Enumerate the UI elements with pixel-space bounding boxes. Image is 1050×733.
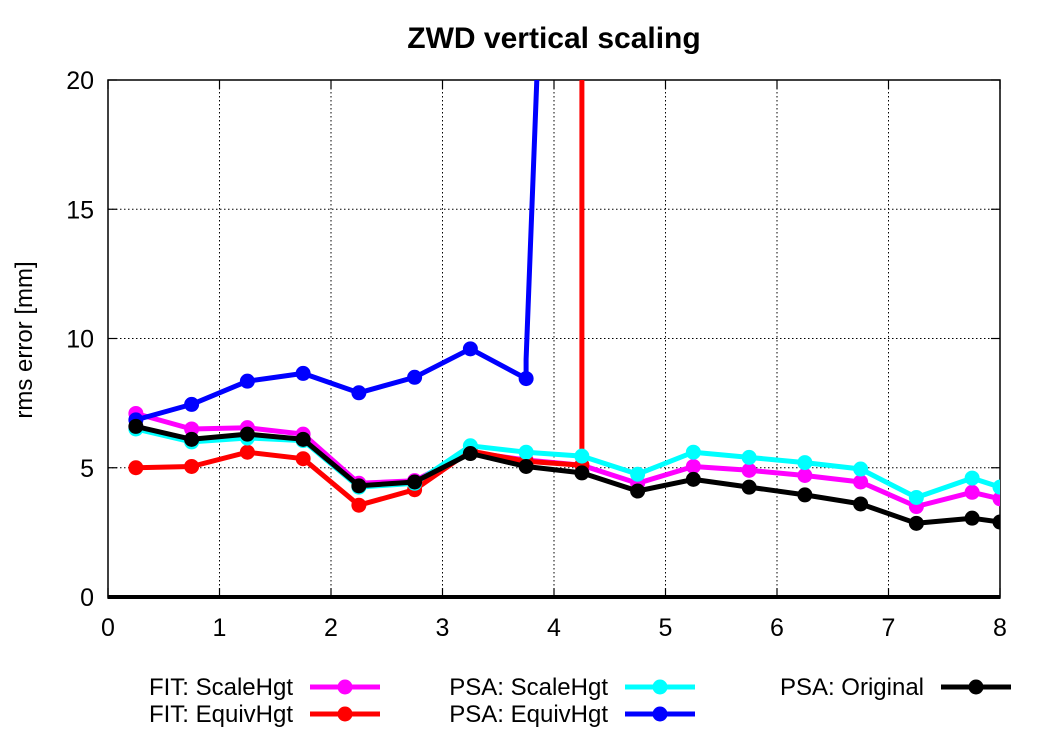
data-point-psa-original (462, 446, 478, 462)
data-point-fit-scalehgt (741, 462, 757, 478)
data-point-psa-original (518, 458, 534, 474)
series-line-fit-equivhgt (135, 80, 585, 508)
data-point-psa-scalehgt (685, 444, 701, 460)
data-point-psa-original (853, 496, 869, 512)
data-point-psa-scalehgt (908, 489, 924, 505)
data-point-psa-original (184, 431, 200, 447)
legend-marker-psa-equivhgt (652, 706, 668, 722)
series-line-psa-equivhgt (135, 80, 540, 423)
data-point-psa-scalehgt (741, 449, 757, 465)
data-point-fit-equivhgt (184, 458, 200, 474)
data-point-psa-equivhgt (518, 371, 534, 387)
data-point-psa-original (239, 426, 255, 442)
y-axis-label: rms error [mm] (11, 261, 38, 418)
data-point-psa-equivhgt (295, 365, 311, 381)
x-axis-ticks: 0 1 2 3 4 5 6 7 8 (101, 80, 1007, 642)
data-point-fit-equivhgt (351, 497, 367, 513)
x-tick-label: 4 (547, 614, 561, 642)
data-point-fit-scalehgt (992, 491, 1000, 507)
data-point-fit-scalehgt (797, 468, 813, 484)
data-point-psa-equivhgt (407, 369, 423, 385)
x-tick-label: 1 (213, 614, 227, 642)
data-point-fit-scalehgt (853, 474, 869, 490)
data-point-psa-scalehgt (853, 461, 869, 477)
x-tick-label: 2 (324, 614, 338, 642)
y-tick-label: 15 (66, 196, 94, 224)
data-point-psa-original (797, 487, 813, 503)
data-point-psa-scalehgt (797, 455, 813, 471)
grid-lines (108, 80, 1000, 597)
data-point-psa-original (295, 431, 311, 447)
data-point-psa-scalehgt (518, 444, 534, 460)
y-tick-label: 10 (66, 326, 94, 354)
data-point-fit-equivhgt (239, 444, 255, 460)
data-point-psa-original (685, 471, 701, 487)
data-point-psa-original (407, 474, 423, 490)
data-point-psa-original (908, 515, 924, 531)
x-tick-label: 3 (436, 614, 450, 642)
data-point-psa-scalehgt (630, 466, 646, 482)
data-point-psa-original (128, 418, 144, 434)
legend-label-psa-original: PSA: Original (780, 674, 924, 701)
x-tick-label: 8 (993, 614, 1007, 642)
data-point-psa-scalehgt (992, 479, 1000, 495)
x-tick-label: 5 (659, 614, 673, 642)
legend-label-psa-equivhgt: PSA: EquivHgt (449, 701, 608, 728)
y-tick-label: 20 (66, 67, 94, 95)
x-tick-label: 0 (101, 614, 115, 642)
data-point-psa-equivhgt (462, 341, 478, 357)
x-tick-label: 6 (770, 614, 784, 642)
y-tick-label: 0 (80, 584, 94, 612)
chart-title: ZWD vertical scaling (407, 22, 700, 55)
legend-label-fit-scalehgt: FIT: ScaleHgt (149, 674, 293, 701)
x-tick-label: 7 (882, 614, 896, 642)
data-point-psa-scalehgt (574, 448, 590, 464)
data-point-psa-original (351, 478, 367, 494)
data-point-fit-equivhgt (295, 451, 311, 467)
data-point-psa-original (630, 483, 646, 499)
data-point-fit-equivhgt (128, 460, 144, 476)
data-point-psa-original (964, 510, 980, 526)
y-tick-label: 5 (80, 455, 94, 483)
data-point-fit-scalehgt (964, 484, 980, 500)
data-point-psa-equivhgt (184, 396, 200, 412)
legend-label-fit-equivhgt: FIT: EquivHgt (149, 701, 293, 728)
data-point-fit-scalehgt (184, 421, 200, 437)
data-point-psa-equivhgt (351, 385, 367, 401)
data-point-psa-original (741, 479, 757, 495)
legend-marker-fit-equivhgt (337, 706, 353, 722)
y-axis-ticks: 0 5 10 15 20 (66, 67, 1000, 612)
data-point-psa-equivhgt (239, 373, 255, 389)
series-lines (128, 80, 1000, 531)
legend-marker-fit-scalehgt (337, 679, 353, 695)
legend-marker-psa-original (968, 679, 984, 695)
data-point-psa-scalehgt (964, 470, 980, 486)
data-point-psa-original (992, 514, 1000, 530)
legend-label-psa-scalehgt: PSA: ScaleHgt (449, 674, 608, 701)
series-line-fit-scalehgt (135, 411, 1000, 509)
data-point-fit-scalehgt (685, 458, 701, 474)
legend-marker-psa-scalehgt (652, 679, 668, 695)
data-point-psa-original (574, 465, 590, 481)
